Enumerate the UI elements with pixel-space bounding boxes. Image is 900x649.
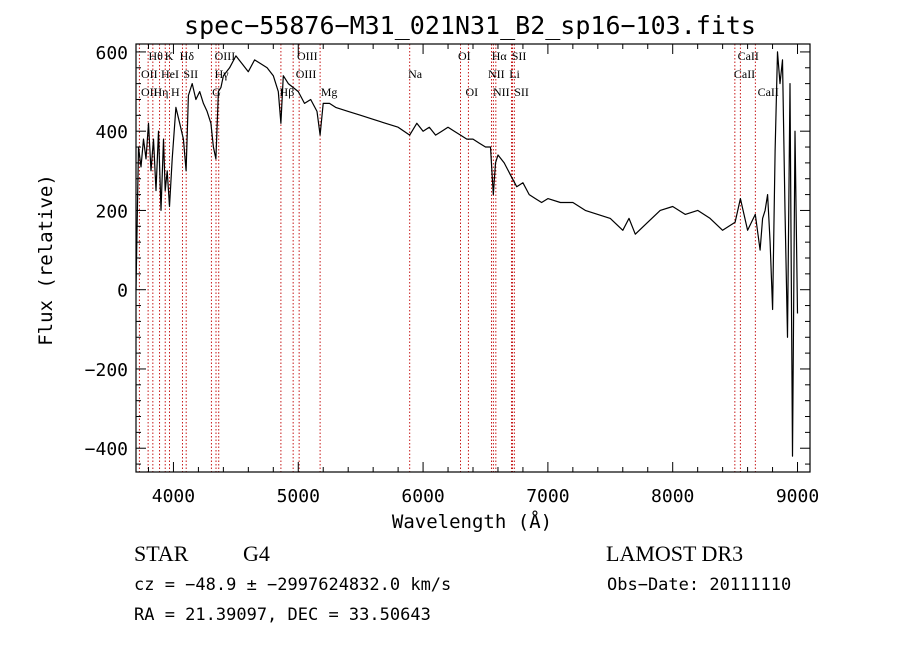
marker-label: SII xyxy=(514,85,529,99)
marker-label: OIII xyxy=(215,49,236,63)
object-type: STAR xyxy=(134,541,189,566)
marker-label: Hδ xyxy=(180,49,195,63)
y-tick-label: 400 xyxy=(95,122,128,143)
x-tick-label: 4000 xyxy=(152,486,195,507)
y-axis-label: Flux (relative) xyxy=(35,174,57,346)
y-axis-ticks: −400 −200 0 200 400 600 xyxy=(85,43,810,465)
marker-label: NII xyxy=(493,85,510,99)
marker-label: SII xyxy=(183,67,198,81)
marker-label: Na xyxy=(408,67,423,81)
x-axis-label: Wavelength (Å) xyxy=(392,510,552,533)
redshift-readout: cz = −48.9 ± −2997624832.0 km/s xyxy=(134,575,451,595)
marker-label: SII xyxy=(512,49,527,63)
marker-label: Li xyxy=(509,67,520,81)
observation-date: Obs−Date: 20111110 xyxy=(607,575,791,595)
marker-label: Hη xyxy=(153,85,168,99)
object-subclass: G4 xyxy=(243,541,270,566)
y-tick-label: −200 xyxy=(85,360,128,381)
y-tick-label: 0 xyxy=(117,281,128,302)
marker-label: OIII xyxy=(297,49,318,63)
marker-label: Hγ xyxy=(215,67,230,81)
marker-label: CaII xyxy=(734,67,755,81)
x-tick-label: 9000 xyxy=(776,486,819,507)
marker-label: OI xyxy=(458,49,471,63)
x-tick-label: 8000 xyxy=(651,486,694,507)
y-tick-label: −400 xyxy=(85,439,128,460)
spectrum-line xyxy=(135,51,799,457)
marker-label: CaII xyxy=(738,49,759,63)
x-tick-label: 6000 xyxy=(401,486,444,507)
marker-label: OI xyxy=(466,85,479,99)
marker-label: G xyxy=(212,85,221,99)
marker-label: CaII xyxy=(758,85,779,99)
survey-name: LAMOST DR3 xyxy=(606,541,743,566)
marker-label: HeI xyxy=(161,67,179,81)
x-axis-ticks: 4000 5000 6000 7000 8000 9000 xyxy=(147,44,819,507)
marker-label: Mg xyxy=(321,85,338,99)
coordinates-readout: RA = 21.39097, DEC = 33.50643 xyxy=(134,605,431,625)
y-tick-label: 200 xyxy=(95,201,128,222)
x-tick-label: 7000 xyxy=(526,486,569,507)
marker-label: H xyxy=(171,85,180,99)
plot-frame xyxy=(135,43,811,473)
marker-label: OII xyxy=(141,67,158,81)
chart-title: spec−55876−M31_021N31_B2_sp16−103.fits xyxy=(184,11,756,40)
spectral-line-labels: Hθ K Hδ OIII OIII OI Hα SII CaII OII HeI SII Hγ OIII N… xyxy=(141,49,779,99)
marker-label: Hα xyxy=(492,49,508,63)
marker-label: OII xyxy=(141,85,158,99)
marker-label: K xyxy=(165,49,174,63)
y-tick-label: 600 xyxy=(95,43,128,64)
spectral-line-markers xyxy=(138,44,756,472)
marker-label: Hθ xyxy=(148,49,163,63)
marker-label: OIII xyxy=(296,67,317,81)
marker-label: NII xyxy=(488,67,505,81)
x-tick-label: 5000 xyxy=(277,486,320,507)
